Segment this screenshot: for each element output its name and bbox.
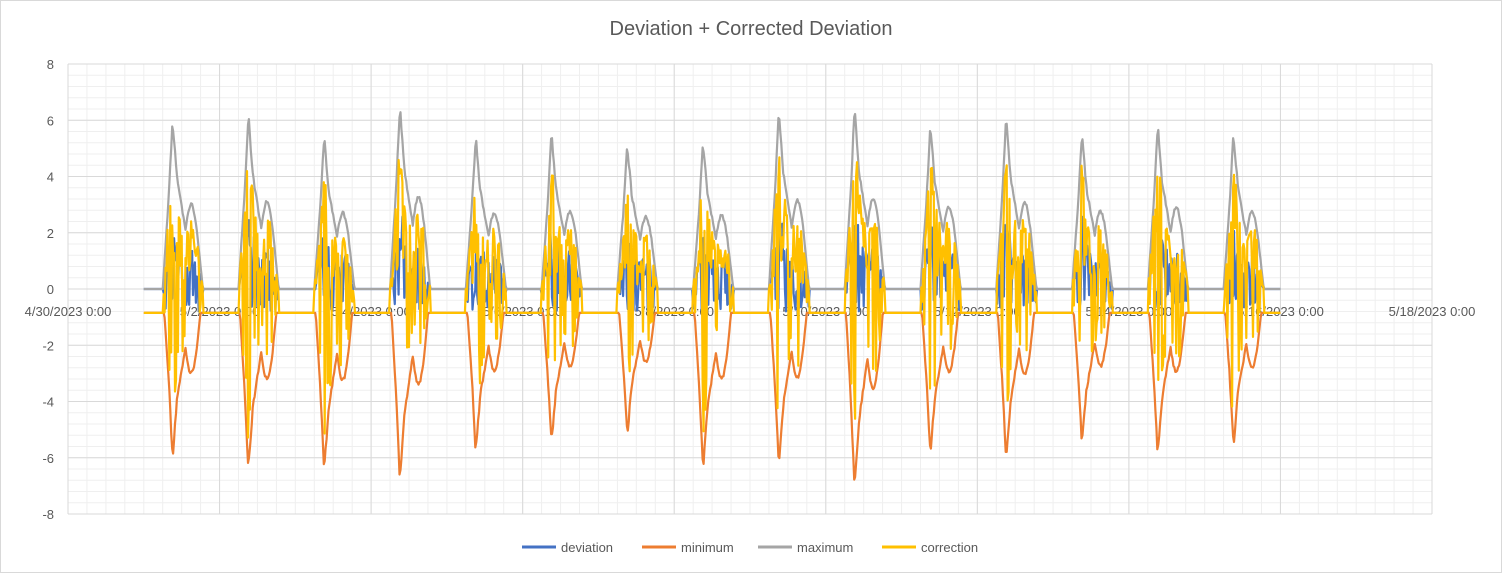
- chart-title: Deviation + Corrected Deviation: [610, 18, 893, 40]
- series-line-minimum: [143, 311, 1281, 481]
- y-tick-label: 8: [47, 57, 54, 72]
- y-tick-label: -4: [42, 395, 54, 410]
- x-tick-label: 5/18/2023 0:00: [1389, 304, 1476, 319]
- x-tick-label: 4/30/2023 0:00: [25, 304, 112, 319]
- y-tick-label: -2: [42, 338, 54, 353]
- x-tick-label: 5/10/2023 0:00: [782, 304, 869, 319]
- legend-label-minimum: minimum: [681, 540, 734, 555]
- y-tick-label: 6: [47, 113, 54, 128]
- legend-label-correction: correction: [921, 540, 978, 555]
- legend: deviation minimum maximum correction: [522, 540, 978, 555]
- y-tick-label: 0: [47, 282, 54, 297]
- x-tick-label: 5/14/2023 0:00: [1086, 304, 1173, 319]
- series-lines: [143, 111, 1281, 481]
- x-tick-label: 5/16/2023 0:00: [1237, 304, 1324, 319]
- y-tick-label: 2: [47, 226, 54, 241]
- series-line-maximum: [143, 111, 1281, 291]
- x-tick-label: 5/4/2023 0:00: [331, 304, 411, 319]
- legend-label-maximum: maximum: [797, 540, 853, 555]
- legend-label-deviation: deviation: [561, 540, 613, 555]
- y-tick-label: -6: [42, 451, 54, 466]
- series-line-correction: [143, 156, 1281, 439]
- series-line-deviation: [143, 215, 1281, 313]
- y-tick-label: 4: [47, 170, 54, 185]
- y-tick-label: -8: [42, 507, 54, 522]
